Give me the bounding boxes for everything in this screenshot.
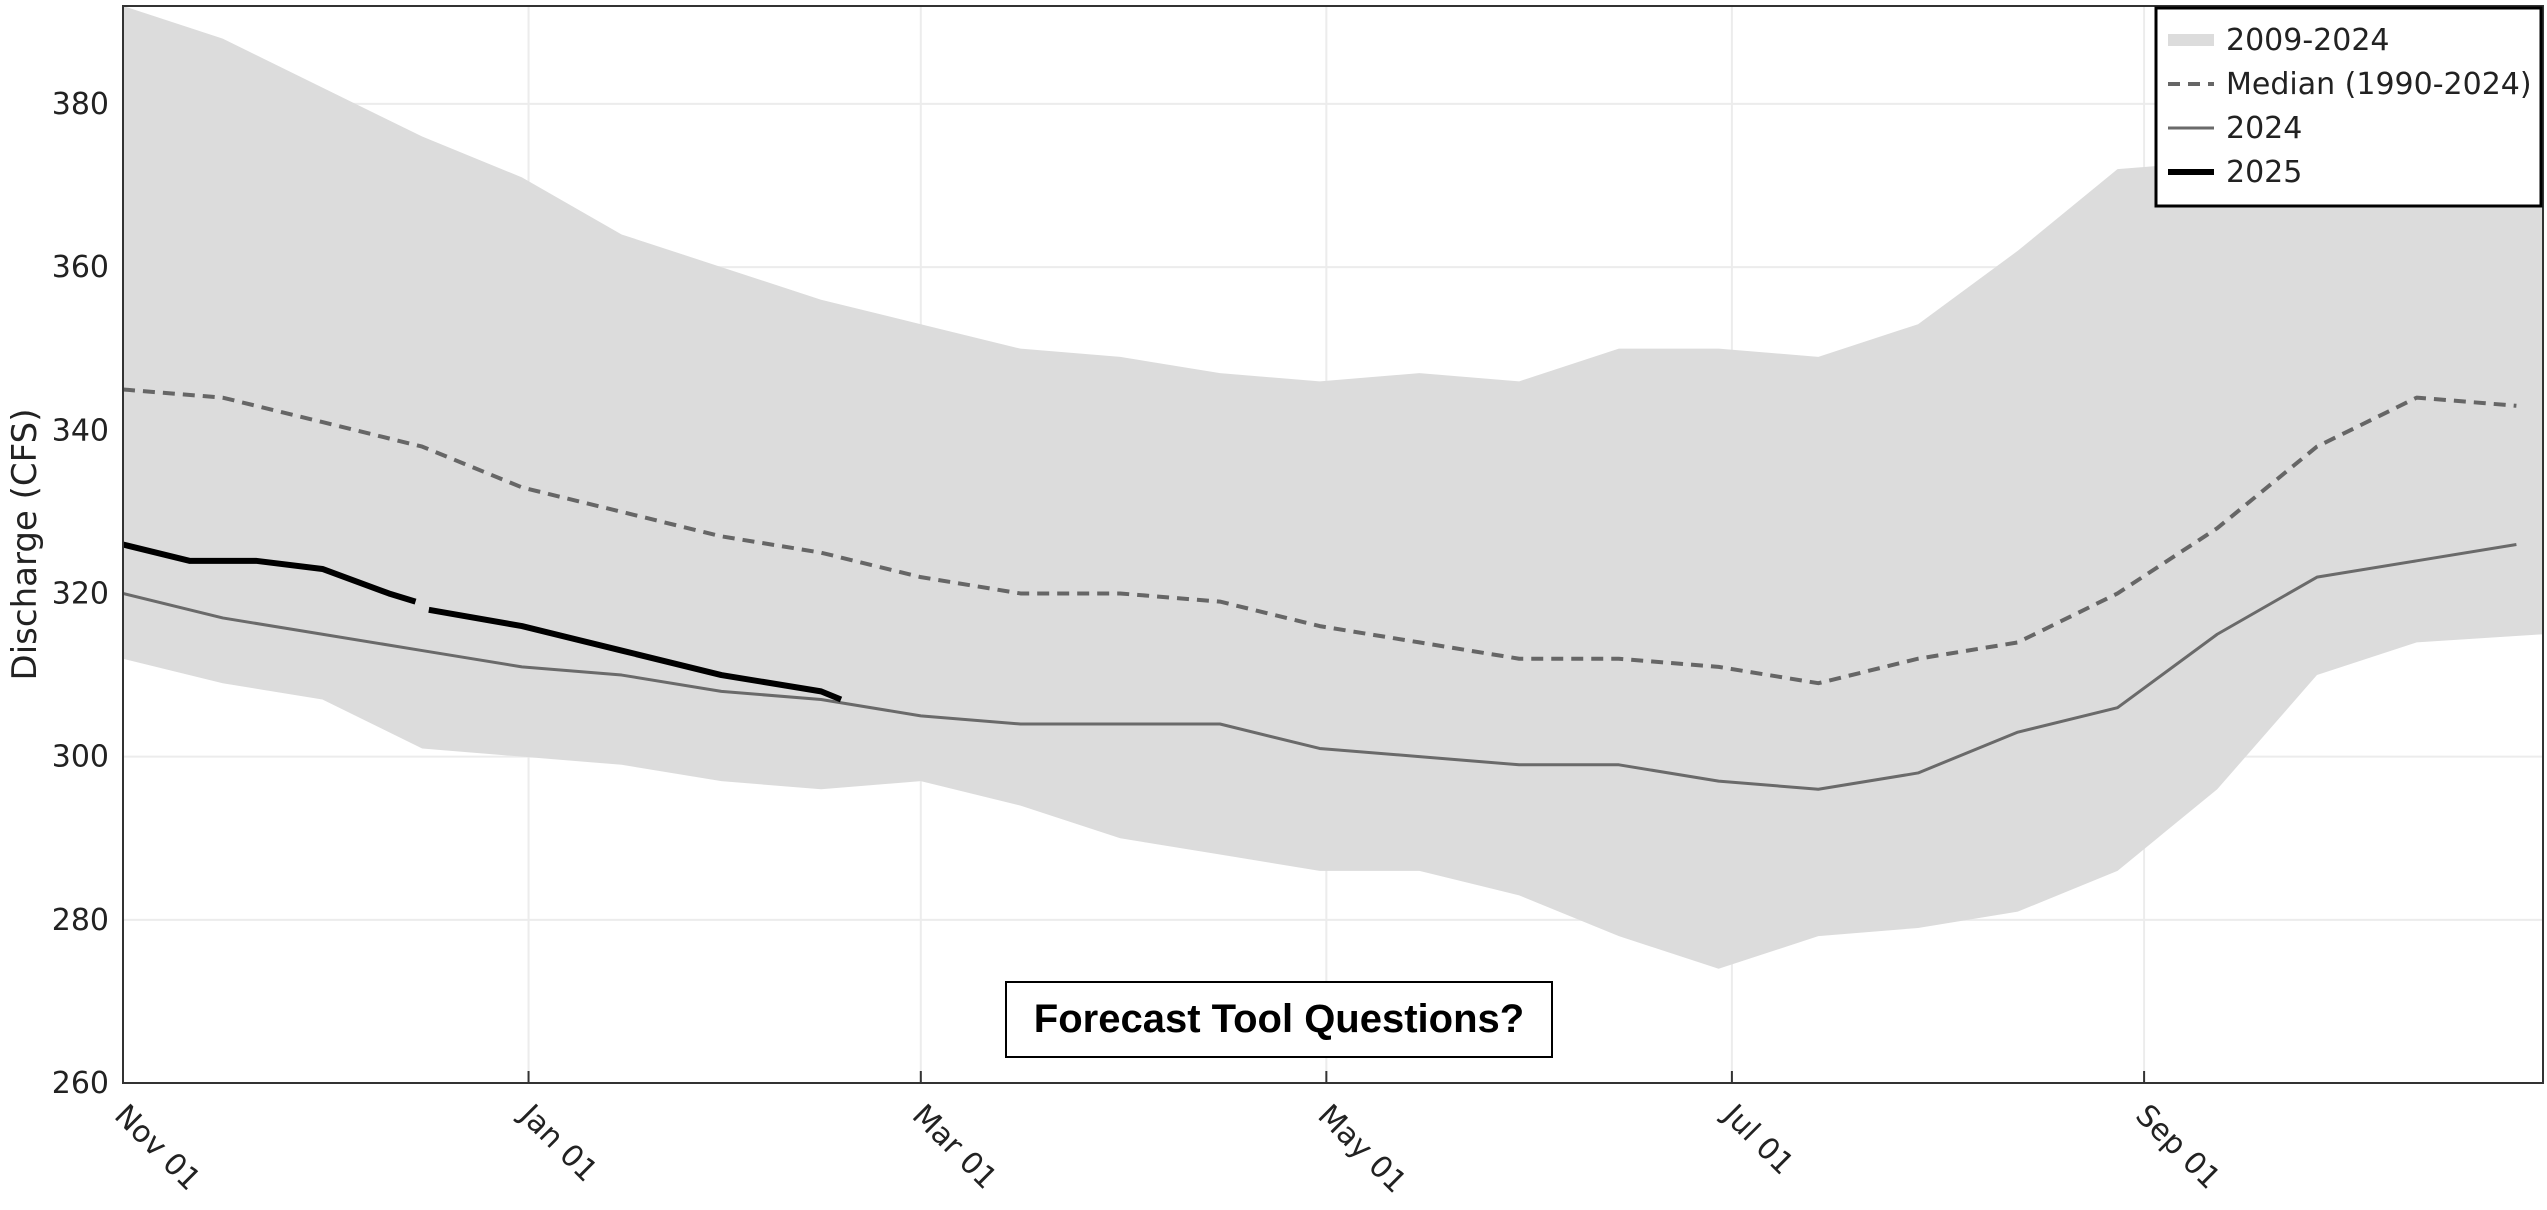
x-tick-label: Sep 01 [2128, 1098, 2226, 1196]
legend-label: 2025 [2226, 155, 2302, 190]
legend-box [2154, 6, 2543, 208]
y-tick-label: 300 [52, 740, 109, 775]
x-tick-label: May 01 [1311, 1098, 1413, 1200]
x-tick-label: Jul 01 [1715, 1096, 1800, 1181]
y-tick-label: 280 [52, 903, 109, 938]
y-tick-label: 320 [52, 576, 109, 611]
forecast-button[interactable]: Forecast Tool Questions? [1005, 981, 1553, 1058]
line [122, 543, 2517, 791]
y-tick-label: 380 [52, 87, 109, 122]
legend-label: Median (1990-2024) [2226, 67, 2532, 102]
line [122, 387, 2517, 686]
y-tick-label: 340 [52, 413, 109, 448]
legend-label: 2009-2024 [2226, 23, 2390, 58]
band [123, 6, 2543, 969]
legend-label: 2024 [2226, 111, 2302, 146]
line [122, 541, 843, 703]
y-tick-label: 260 [52, 1066, 109, 1101]
y-tick-label: 360 [52, 250, 109, 285]
x-tick-label: Mar 01 [905, 1098, 1004, 1197]
x-tick-label: Nov 01 [107, 1098, 207, 1198]
plot-frame [122, 5, 2544, 1084]
x-tick-label: Jan 01 [511, 1096, 604, 1189]
legend: 2009-2024 Median (1990-2024) 2024 2025 [2154, 6, 2543, 208]
y-axis-label: Discharge (CFS) [5, 409, 45, 681]
